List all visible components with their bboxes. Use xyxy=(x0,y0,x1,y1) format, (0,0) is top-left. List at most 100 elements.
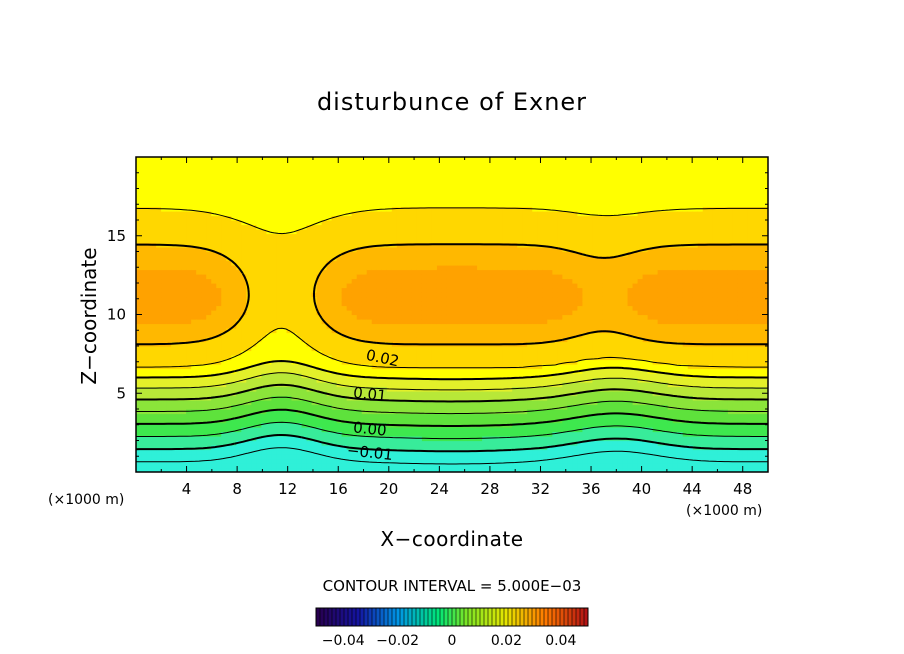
contour-band-cell xyxy=(216,319,222,325)
contour-band-cell xyxy=(256,368,262,374)
contour-band-cell xyxy=(446,400,453,406)
contour-band-cell xyxy=(446,395,453,401)
contour-band-cell xyxy=(446,292,453,298)
contour-band-cell xyxy=(421,220,428,226)
contour-band-cell xyxy=(221,188,227,194)
contour-band-cell xyxy=(306,296,313,302)
contour-band-cell xyxy=(186,242,192,248)
contour-band-cell xyxy=(216,404,222,410)
contour-band-cell xyxy=(326,449,333,455)
contour-band-cell xyxy=(166,274,172,280)
contour-band-cell xyxy=(446,404,453,410)
contour-band-cell xyxy=(191,377,197,383)
contour-band-cell xyxy=(321,467,328,472)
contour-band-cell xyxy=(346,332,353,338)
contour-band-cell xyxy=(236,418,242,424)
contour-band-cell xyxy=(482,463,488,469)
contour-band-cell xyxy=(326,283,333,289)
contour-band-cell xyxy=(181,193,187,199)
contour-band-cell xyxy=(231,305,237,311)
contour-band-cell xyxy=(231,161,237,167)
contour-band-cell xyxy=(281,229,288,235)
contour-band-cell xyxy=(441,269,448,275)
contour-band-cell xyxy=(301,346,308,352)
contour-band-cell xyxy=(311,211,318,217)
contour-band-cell xyxy=(226,458,232,464)
contour-band-cell xyxy=(156,382,162,388)
contour-band-cell xyxy=(487,427,493,433)
contour-band-cell xyxy=(186,233,192,239)
contour-band-cell xyxy=(156,161,162,167)
contour-band-cell xyxy=(462,238,468,244)
contour-band-cell xyxy=(326,179,333,185)
contour-band-cell xyxy=(396,287,403,293)
contour-band-cell xyxy=(366,202,373,208)
contour-band-cell xyxy=(171,296,177,302)
contour-band-cell xyxy=(411,463,418,469)
contour-band-cell xyxy=(276,166,283,172)
contour-band-cell xyxy=(246,373,252,379)
contour-band-cell xyxy=(246,188,252,194)
contour-band-cell xyxy=(326,328,333,334)
contour-band-cell xyxy=(376,224,383,230)
contour-band-cell xyxy=(467,287,473,293)
contour-band-cell xyxy=(241,323,247,329)
contour-band-cell xyxy=(452,364,458,370)
contour-band-cell xyxy=(391,350,398,356)
contour-band-cell xyxy=(431,404,438,410)
contour-band-cell xyxy=(166,278,172,284)
contour-band-cell xyxy=(436,400,443,406)
contour-band-cell xyxy=(351,287,358,293)
contour-band-cell xyxy=(406,436,413,442)
contour-band-cell xyxy=(321,386,328,392)
contour-band-cell xyxy=(477,179,483,185)
contour-band-cell xyxy=(161,436,167,442)
contour-band-cell xyxy=(256,278,262,284)
contour-band-cell xyxy=(351,319,358,325)
contour-band-cell xyxy=(431,413,438,419)
contour-band-cell xyxy=(401,440,408,446)
contour-band-cell xyxy=(462,301,468,307)
contour-band-cell xyxy=(472,386,478,392)
contour-band-cell xyxy=(266,431,273,437)
contour-band-cell xyxy=(171,355,177,361)
contour-band-cell xyxy=(336,238,343,244)
contour-band-cell xyxy=(406,382,413,388)
contour-band-cell xyxy=(186,418,192,424)
contour-band-cell xyxy=(196,197,202,203)
contour-band-cell xyxy=(281,395,288,401)
contour-band-cell xyxy=(216,170,222,176)
contour-band-cell xyxy=(231,463,237,469)
contour-band-cell xyxy=(191,224,197,230)
contour-band-cell xyxy=(467,359,473,365)
contour-band-cell xyxy=(311,220,318,226)
contour-band-cell xyxy=(186,256,192,262)
contour-band-cell xyxy=(472,305,478,311)
contour-band-cell xyxy=(366,386,373,392)
contour-band-cell xyxy=(386,193,393,199)
contour-band-cell xyxy=(156,314,162,320)
contour-band-cell xyxy=(296,337,303,343)
contour-band-cell xyxy=(231,382,237,388)
contour-band-cell xyxy=(321,184,328,190)
contour-band-cell xyxy=(477,283,483,289)
contour-band-cell xyxy=(406,287,413,293)
contour-band-cell xyxy=(201,251,207,257)
contour-band-cell xyxy=(346,413,353,419)
contour-band-cell xyxy=(221,413,227,419)
contour-band-cell xyxy=(156,296,162,302)
contour-band-cell xyxy=(321,323,328,329)
contour-band-cell xyxy=(391,224,398,230)
contour-band-cell xyxy=(371,256,378,262)
contour-band-cell xyxy=(311,188,318,194)
contour-band-cell xyxy=(301,251,308,257)
contour-band-cell xyxy=(201,197,207,203)
contour-band-cell xyxy=(421,166,428,172)
contour-band-cell xyxy=(341,400,348,406)
contour-band-cell xyxy=(251,229,257,235)
contour-band-cell xyxy=(136,445,142,451)
contour-band-cell xyxy=(276,427,283,433)
contour-band-cell xyxy=(316,314,323,320)
contour-band-cell xyxy=(291,382,298,388)
contour-band-cell xyxy=(381,251,388,257)
